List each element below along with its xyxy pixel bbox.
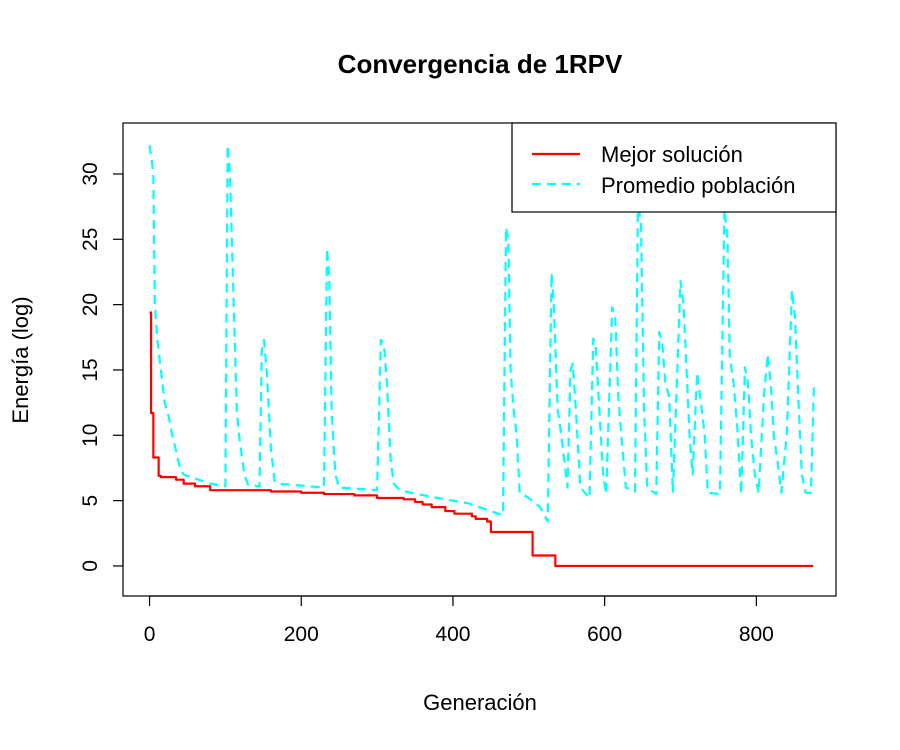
y-tick-label: 0 — [79, 560, 102, 572]
legend-label-mejor-solucion: Mejor solución — [601, 142, 743, 167]
x-tick-label: 400 — [435, 623, 470, 646]
legend-box — [511, 122, 837, 213]
series-layer — [148, 144, 816, 568]
x-tick-label: 600 — [587, 623, 622, 646]
x-tick-label: 800 — [739, 623, 774, 646]
series-line-0 — [149, 311, 814, 568]
legend: Mejor solución Promedio población — [511, 122, 837, 213]
y-tick-label: 20 — [79, 293, 102, 316]
legend-label-promedio-poblacion: Promedio población — [601, 173, 795, 198]
y-axis: 0 5 10 15 20 25 30 — [79, 162, 124, 572]
y-tick-label: 30 — [79, 162, 102, 185]
x-tick-label: 0 — [144, 623, 156, 646]
series-line-1 — [148, 144, 816, 523]
x-axis: 0 200 400 600 800 — [144, 595, 774, 646]
chart-title: Convergencia de 1RPV — [338, 49, 623, 79]
x-axis-label: Generación — [423, 690, 537, 715]
y-tick-label: 15 — [79, 358, 102, 381]
y-tick-label: 10 — [79, 424, 102, 447]
y-tick-label: 5 — [79, 495, 102, 507]
x-tick-label: 200 — [284, 623, 319, 646]
y-axis-label: Energía (log) — [8, 296, 33, 423]
y-tick-label: 25 — [79, 228, 102, 251]
